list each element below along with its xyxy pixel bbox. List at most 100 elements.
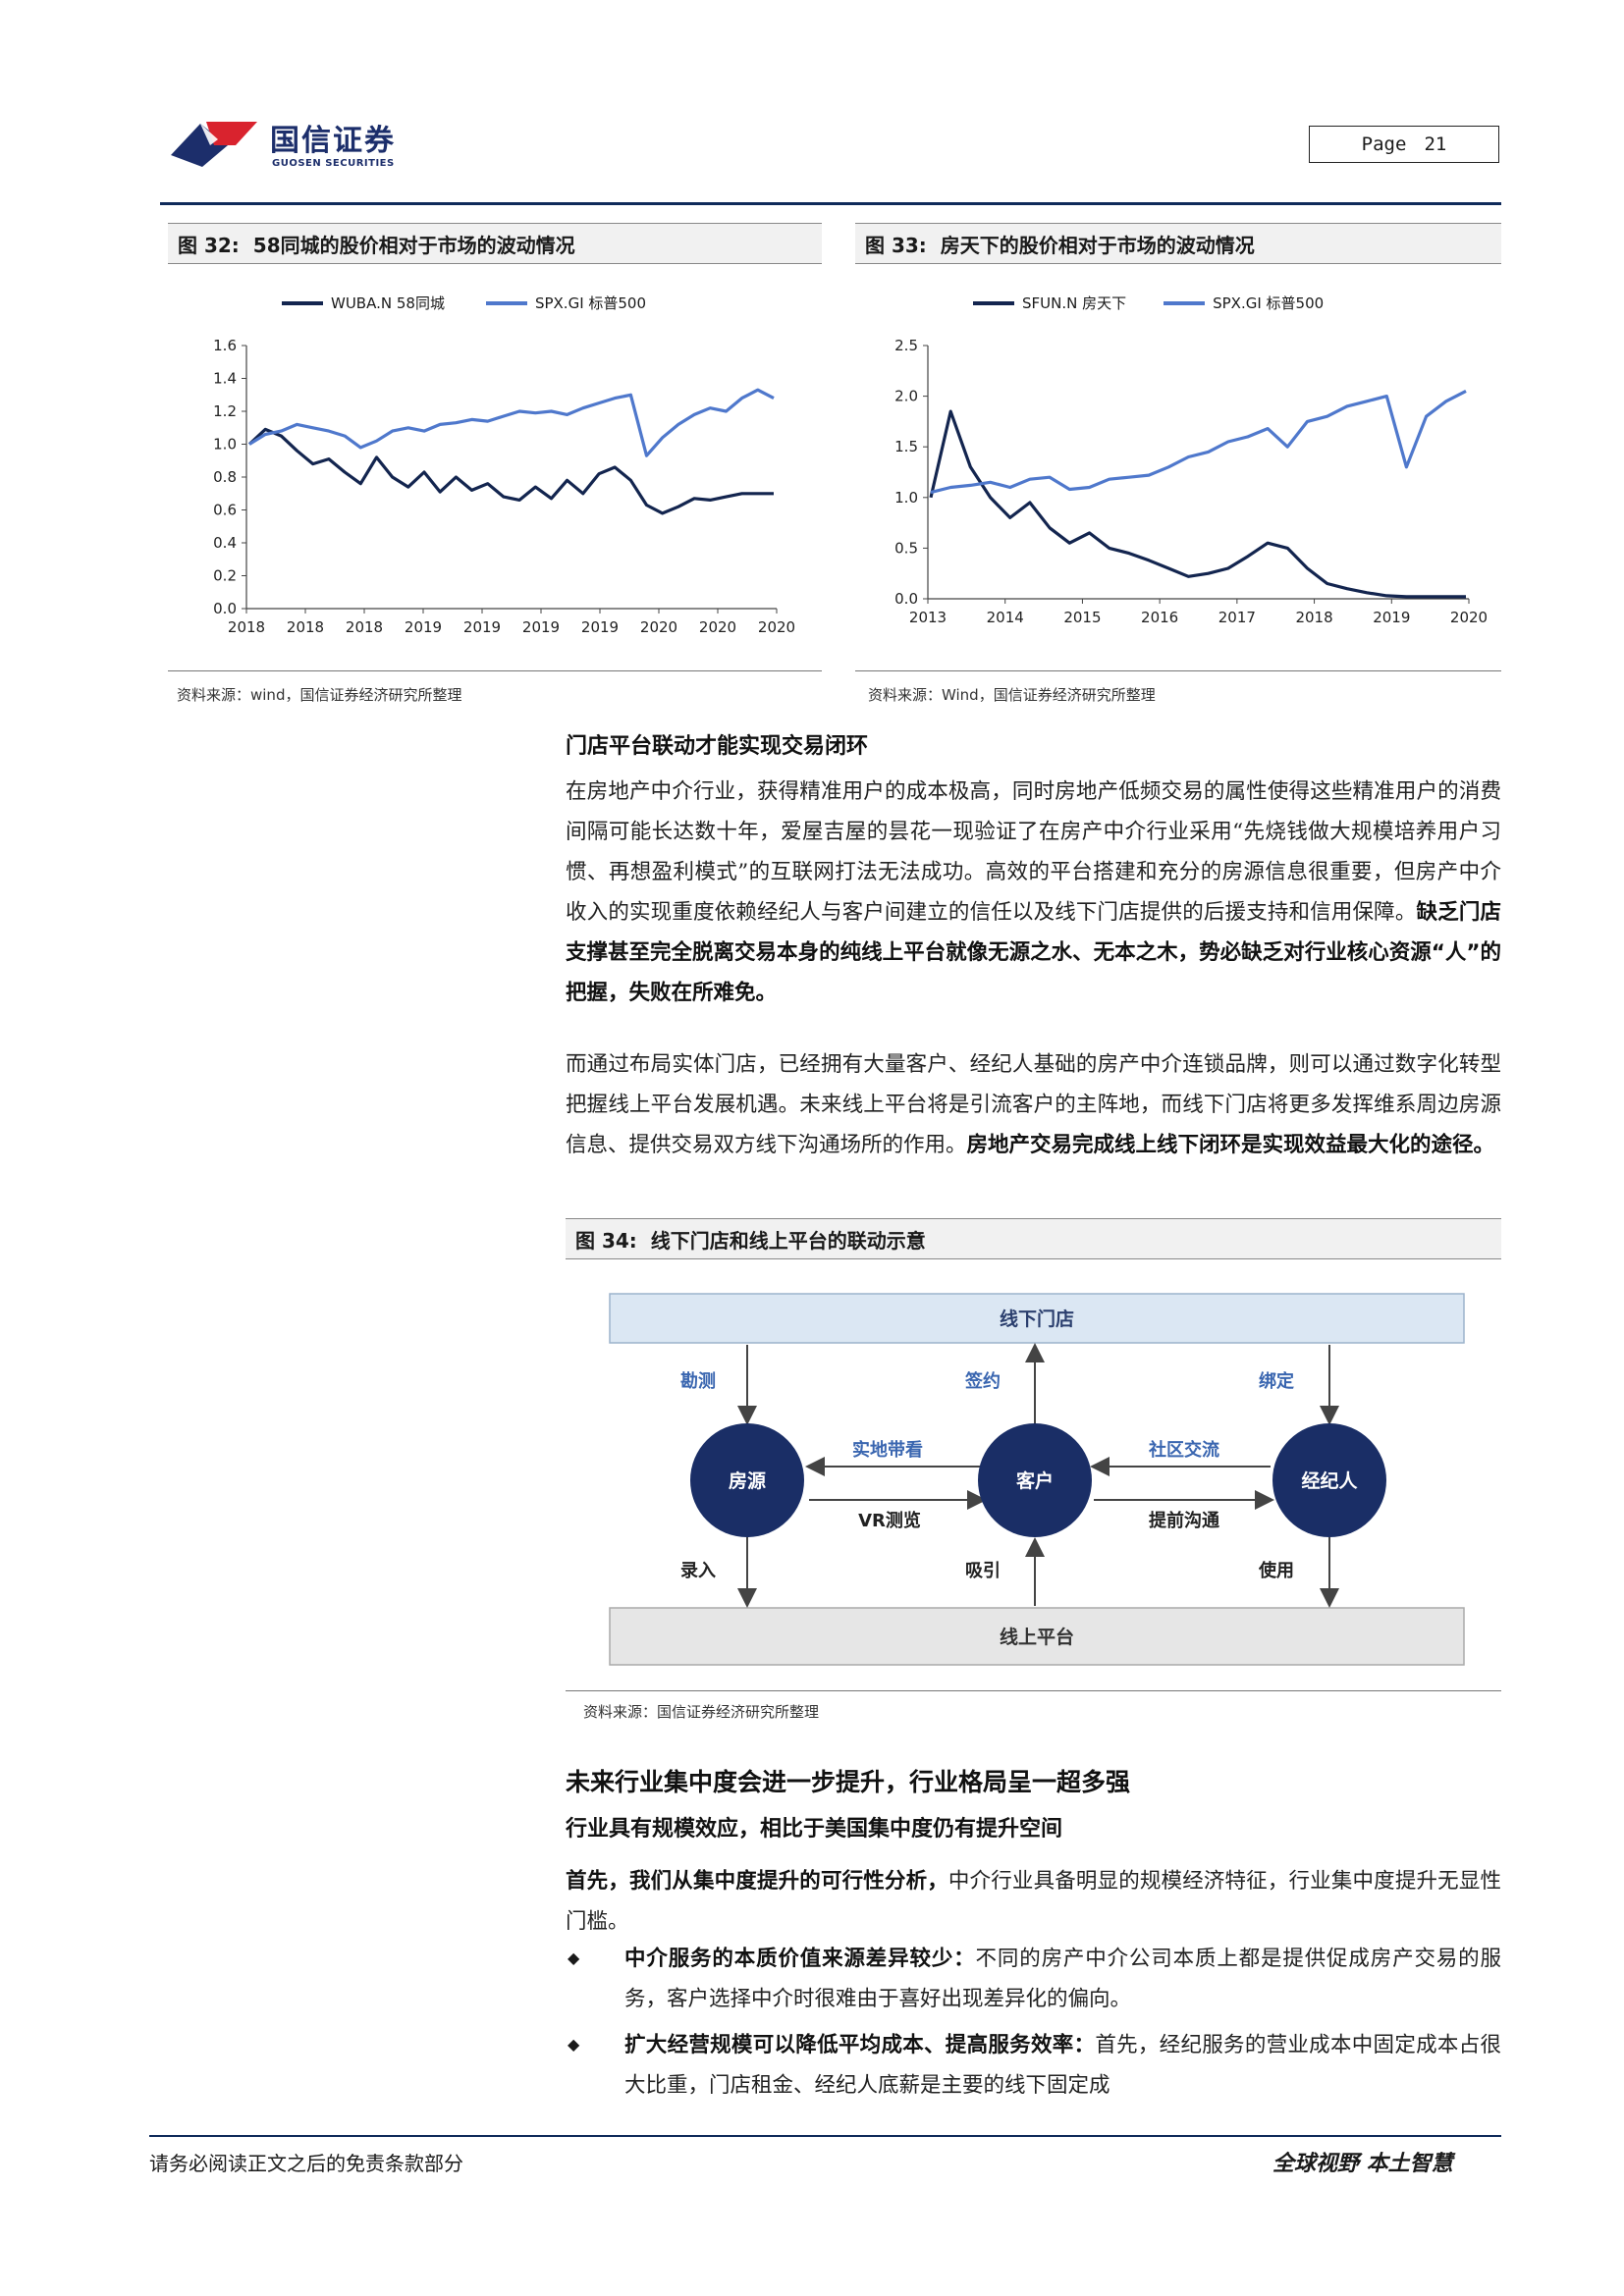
fig32-y-tick-label: 0.4	[213, 534, 237, 552]
brand-name-cn: 国信证券	[270, 124, 396, 158]
fig32-number: 图 32:	[178, 233, 240, 257]
offline-store-label: 线下门店	[1000, 1308, 1074, 1330]
b1-text: 不同的房产中介公司本质上都是提供促成房产交易的服务，客户选择中介时很难由于喜好出…	[624, 1947, 1501, 2011]
label-vr: VR测览	[858, 1510, 921, 1531]
fig32-series-2-line	[248, 388, 775, 457]
node-agent-label: 经纪人	[1301, 1469, 1358, 1492]
fig33-number: 图 33:	[865, 233, 927, 257]
label-bind: 绑定	[1259, 1370, 1294, 1392]
b2-text: 首先，经纪服务的营业成本中固定成本占很大比重，门店租金、经纪人底薪是主要的线下固…	[624, 2033, 1501, 2098]
fig34-number: 图 34:	[575, 1228, 637, 1253]
brand-logo	[167, 116, 265, 171]
fig33-legend-swatch-1	[973, 300, 1014, 305]
section2-paragraph: 首先，我们从集中度提升的可行性分析，中介行业具备明显的规模经济特征，行业集中度提…	[566, 1861, 1501, 1942]
logo-mark-icon	[171, 122, 257, 167]
fig33-y-tick-label: 1.0	[894, 489, 918, 507]
fig32-source: 资料来源：wind，国信证券经济研究所整理	[177, 686, 462, 704]
fig32-legend: WUBA.N 58同城 SPX.GI 标普500	[282, 293, 646, 313]
fig33-source: 资料来源：Wind，国信证券经济研究所整理	[868, 686, 1156, 704]
fig33-y-tick-label: 2.0	[894, 388, 918, 405]
page-label: Page	[1361, 133, 1407, 155]
fig32-y-tick-label: 1.0	[213, 436, 237, 454]
footer-rule	[149, 2135, 1501, 2137]
b2-bold-text: 扩大经营规模可以降低平均成本、提高服务效率：	[624, 2033, 1096, 2057]
fig32-y-tick-label: 0.0	[213, 600, 237, 617]
section1-paragraph-1: 在房地产中介行业，获得精准用户的成本极高，同时房地产低频交易的属性使得这些精准用…	[566, 772, 1501, 1013]
fig32-title: 58同城的股价相对于市场的波动情况	[252, 233, 575, 257]
fig32-y-tick-label: 1.2	[213, 402, 237, 420]
label-sign: 签约	[964, 1370, 1001, 1392]
fig34-diagram: 线下门店 线上平台 房源 客户 经纪人 勘测 签约 绑定 实地带看 社区交流 V…	[566, 1274, 1501, 1677]
node-listing	[690, 1423, 804, 1537]
p3-text: 中介行业具备明显的规模经济特征，行业集中度提升无显性门槛。	[566, 1869, 1501, 1934]
fig33-source-rule	[855, 670, 1501, 671]
offline-store-bar	[609, 1293, 1465, 1344]
fig33-legend-label-2: SPX.GI 标普500	[1213, 294, 1325, 312]
fig32-source-rule	[168, 670, 822, 671]
fig32-y-tick-label: 0.2	[213, 567, 237, 585]
node-agent	[1272, 1423, 1386, 1537]
fig32-x-tick-label: 2018	[228, 618, 265, 636]
fig33-title: 房天下的股价相对于市场的波动情况	[940, 233, 1255, 257]
fig33-series-2-line	[930, 389, 1467, 495]
footer-slogan: 全球视野 本土智慧	[1272, 2151, 1453, 2176]
node-listing-label: 房源	[729, 1469, 766, 1492]
fig33-y-tick-label: 0.5	[894, 539, 918, 557]
fig32-x-tick-label: 2020	[640, 618, 677, 636]
fig33-header: 图 33: 房天下的股价相对于市场的波动情况	[855, 223, 1501, 264]
fig33-x-tick-label: 2016	[1141, 609, 1178, 626]
fig32-x-tick-label: 2019	[463, 618, 501, 636]
fig32-legend-label-1: WUBA.N 58同城	[331, 294, 445, 312]
fig33-chart: SFUN.N 房天下 SPX.GI 标普500 2.5 2.0 1.5 1.0 0.5 0…	[855, 285, 1501, 648]
footer-disclaimer: 请务必阅读正文之后的免责条款部分	[149, 2152, 463, 2175]
fig33-x-tick-label: 2015	[1063, 609, 1101, 626]
header-rule	[160, 202, 1501, 205]
label-survey: 勘测	[680, 1370, 716, 1392]
fig32-y-tick-label: 1.4	[213, 370, 237, 388]
fig32-x-tick-label: 2018	[287, 618, 324, 636]
fig32-legend-swatch-2	[485, 300, 527, 305]
fig32-legend-label-2: SPX.GI 标普500	[534, 294, 647, 312]
label-communicate: 提前沟通	[1149, 1510, 1219, 1531]
fig32-chart: WUBA.N 58同城 SPX.GI 标普500 1.6 1.4 1.2 1.0 0.8…	[168, 285, 822, 648]
fig33-y-tick-label: 0.0	[894, 590, 918, 608]
fig32-legend-swatch-1	[282, 300, 323, 305]
section1-heading: 门店平台联动才能实现交易闭环	[566, 734, 869, 759]
fig33-x-tick-label: 2020	[1450, 609, 1488, 626]
node-customer	[978, 1423, 1092, 1537]
bullet-2-text: 扩大经营规模可以降低平均成本、提高服务效率：首先，经纪服务的营业成本中固定成本占…	[624, 2025, 1501, 2106]
fig34-header: 图 34: 线下门店和线上平台的联动示意	[566, 1218, 1501, 1259]
label-input: 录入	[680, 1561, 716, 1581]
node-customer-label: 客户	[1016, 1469, 1054, 1492]
fig33-x-tick-label: 2017	[1218, 609, 1256, 626]
fig32-x-tick-label: 2019	[581, 618, 619, 636]
fig32-x-tick-label: 2020	[699, 618, 736, 636]
section2-subheading: 行业具有规模效应，相比于美国集中度仍有提升空间	[566, 1817, 1063, 1842]
online-platform-bar	[609, 1607, 1465, 1666]
label-attract: 吸引	[965, 1561, 1001, 1581]
p3-bold-text: 首先，我们从集中度提升的可行性分析，	[566, 1869, 948, 1894]
fig33-legend: SFUN.N 房天下 SPX.GI 标普500	[973, 293, 1324, 313]
fig33-series-1-line	[929, 409, 1466, 599]
fig32-x-tick-label: 2019	[522, 618, 560, 636]
fig33-x-tick-label: 2013	[909, 609, 947, 626]
fig32-x-tick-label: 2020	[758, 618, 795, 636]
fig33-y-tick-label: 1.5	[894, 438, 918, 455]
fig32-series-1-line	[247, 427, 774, 515]
bullet-2-icon: ◆	[568, 2035, 580, 2054]
fig33-x-tick-label: 2019	[1373, 609, 1410, 626]
b1-bold-text: 中介服务的本质价值来源差异较少：	[624, 1947, 976, 1971]
p2-text: 而通过布局实体门店，已经拥有大量客户、经纪人基础的房产中介连锁品牌，则可以通过数…	[566, 1052, 1501, 1157]
p1-text: 在房地产中介行业，获得精准用户的成本极高，同时房地产低频交易的属性使得这些精准用…	[566, 779, 1501, 925]
fig32-x-tick-label: 2018	[346, 618, 383, 636]
p2-bold-text: 房地产交易完成线上线下闭环是实现效益最大化的途径。	[966, 1133, 1495, 1157]
fig33-legend-label-1: SFUN.N 房天下	[1022, 294, 1127, 312]
label-community: 社区交流	[1149, 1439, 1219, 1461]
label-viewing: 实地带看	[852, 1439, 923, 1461]
fig32-header: 图 32: 58同城的股价相对于市场的波动情况	[168, 223, 822, 264]
fig32-x-tick-label: 2019	[405, 618, 442, 636]
fig33-x-tick-label: 2018	[1295, 609, 1332, 626]
online-platform-label: 线上平台	[1000, 1626, 1074, 1648]
